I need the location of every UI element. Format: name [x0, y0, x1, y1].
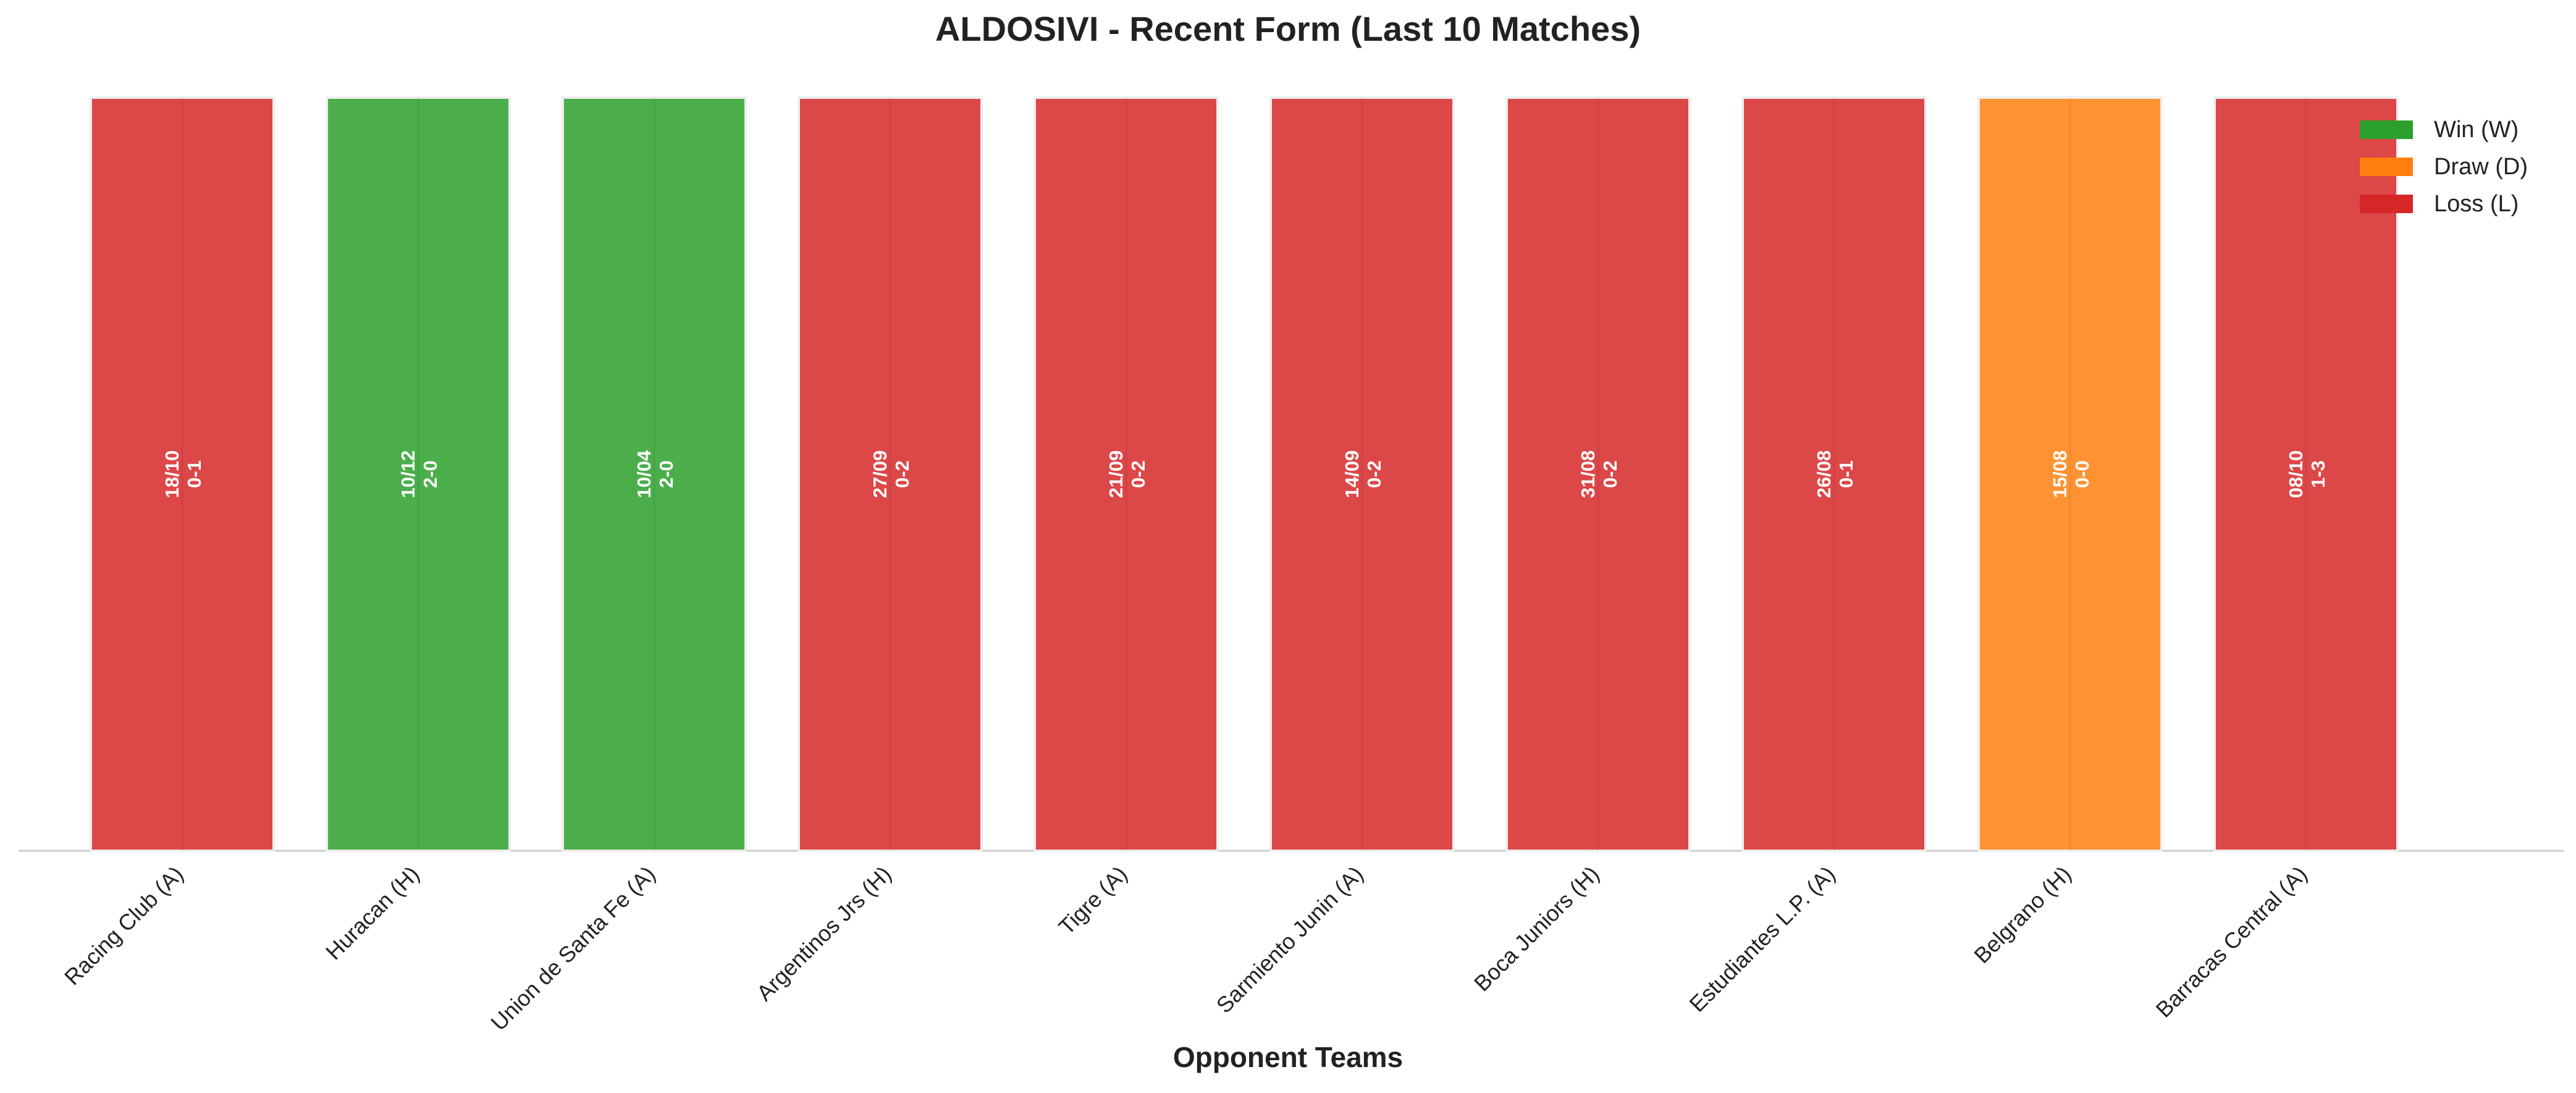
x-tick-label-4: Argentinos Jrs (H): [752, 861, 896, 1006]
legend-label-loss: Loss (L): [2434, 190, 2519, 217]
bar-9: [1977, 96, 2163, 852]
bar-label-3: 10/042-0: [633, 450, 677, 498]
legend-label-draw: Draw (D): [2434, 153, 2528, 180]
bar-label-1: 18/100-1: [161, 450, 205, 499]
bar-7: [1505, 96, 1691, 852]
bar-label-9: 15/080-0: [2049, 450, 2093, 499]
x-tick-label-3: Union de Santa Fe (A): [486, 861, 660, 1036]
chart-title: ALDOSIVI - Recent Form (Last 10 Matches): [935, 9, 1641, 48]
bar-label-5: 21/090-2: [1105, 450, 1149, 499]
bar-score-label: 0-2: [1363, 460, 1385, 488]
bar-score-label: 2-0: [655, 460, 677, 488]
bar-6: [1269, 96, 1455, 852]
x-tick-label-1: Racing Club (A): [59, 861, 188, 990]
legend-item-draw: Draw (D): [2360, 148, 2528, 185]
bar-5: [1033, 96, 1219, 852]
legend-item-win: Win (W): [2360, 111, 2528, 148]
x-tick-label-5: Tigre (A): [1054, 861, 1132, 940]
x-axis-label: Opponent Teams: [1172, 1041, 1404, 1073]
bar-label-4: 27/090-2: [869, 450, 913, 499]
bar-label-10: 08/101-3: [2285, 450, 2329, 499]
legend-item-loss: Loss (L): [2360, 185, 2528, 222]
bar-score-label: 1-3: [2307, 460, 2329, 488]
bar-date-label: 21/09: [1105, 450, 1127, 499]
bar-date-label: 10/04: [633, 450, 655, 498]
bar-8: [1741, 96, 1927, 852]
bar-score-label: 0-1: [183, 460, 205, 488]
bar-date-label: 10/12: [397, 450, 419, 499]
bar-score-label: 2-0: [419, 460, 441, 488]
bar-2: [326, 96, 511, 852]
legend-label-win: Win (W): [2434, 116, 2519, 143]
x-tick-label-9: Belgrano (H): [1969, 861, 2076, 968]
bar-score-label: 0-2: [1127, 460, 1149, 488]
bar-label-7: 31/080-2: [1577, 450, 1621, 499]
legend: Win (W) Draw (D) Loss (L): [2360, 111, 2528, 222]
bar-score-label: 0-1: [1835, 460, 1857, 488]
bar-4: [798, 96, 983, 852]
x-tick-label-2: Huracan (H): [321, 861, 424, 965]
bar-10: [2213, 96, 2399, 852]
bar-label-2: 10/122-0: [397, 450, 441, 499]
bar-score-label: 0-2: [891, 460, 913, 488]
legend-swatch-loss: [2360, 195, 2413, 213]
bar-date-label: 08/10: [2285, 450, 2307, 499]
legend-swatch-draw: [2360, 158, 2413, 176]
x-tick-label-7: Boca Juniors (H): [1469, 861, 1604, 997]
bar-date-label: 27/09: [869, 450, 891, 499]
x-tick-label-10: Barracas Central (A): [2151, 861, 2312, 1023]
bar-date-label: 15/08: [2049, 450, 2071, 499]
bar-1: [90, 96, 275, 852]
x-tick-label-8: Estudiantes L.P. (A): [1685, 861, 1840, 1017]
legend-swatch-win: [2360, 120, 2413, 139]
bar-label-8: 26/080-1: [1813, 450, 1857, 499]
bar-score-label: 0-2: [1599, 460, 1621, 488]
x-tick-label-6: Sarmiento Junin (A): [1211, 861, 1368, 1018]
bar-3: [562, 96, 747, 852]
bar-date-label: 18/10: [161, 450, 183, 499]
bar-date-label: 14/09: [1341, 450, 1363, 499]
bar-date-label: 31/08: [1577, 450, 1599, 499]
bar-date-label: 26/08: [1813, 450, 1835, 499]
bar-score-label: 0-0: [2071, 460, 2093, 488]
bar-label-6: 14/090-2: [1341, 450, 1385, 499]
